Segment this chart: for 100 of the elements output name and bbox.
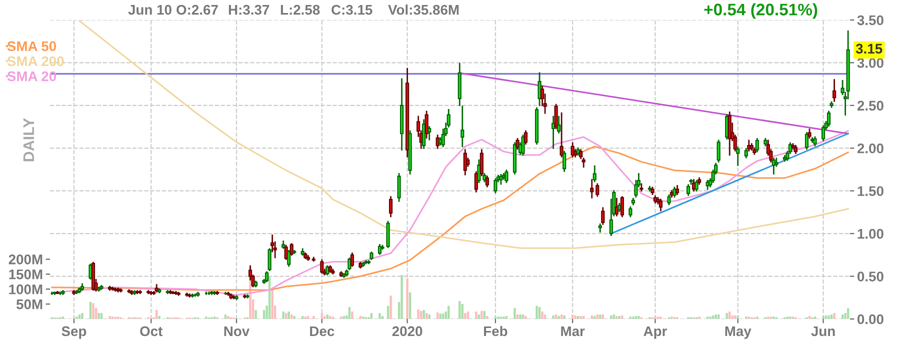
candlestick (672, 186, 676, 198)
candlestick (614, 198, 618, 216)
candlestick (628, 206, 632, 218)
candlestick (494, 178, 498, 194)
candlestick (428, 126, 432, 140)
text: 3.15 (856, 44, 882, 54)
bar (541, 312, 544, 319)
bar (348, 307, 351, 319)
text: DAILY (23, 118, 34, 162)
candlestick (728, 112, 732, 156)
text: +0.54 (20.51%) (704, 3, 818, 19)
legend-label: SMA 200 (7, 56, 64, 66)
candlestick (397, 173, 401, 202)
candlestick (804, 132, 809, 150)
y-tick-label: 2.50 (857, 100, 884, 111)
x-tick-label: Apr (644, 326, 667, 339)
text: L:2.58 (280, 4, 320, 15)
bar (574, 315, 576, 319)
legend-label: SMA 20 (7, 71, 56, 82)
candlestick (480, 149, 484, 176)
candlestick (424, 110, 428, 139)
bar (563, 315, 566, 319)
candlestick (667, 194, 671, 206)
line-series (78, 20, 849, 249)
y-tick-label: 1.50 (858, 186, 884, 196)
text: O:2.67 (176, 4, 218, 15)
candlestick (736, 146, 740, 166)
y2-tick-label: 100M (9, 284, 42, 294)
x-tick-label: May (725, 326, 752, 339)
bar (833, 313, 836, 319)
candlestick (592, 165, 596, 182)
bar (828, 315, 830, 319)
candlestick (463, 149, 467, 176)
bar (480, 310, 483, 319)
candlestick (821, 125, 826, 142)
candlestick (557, 116, 561, 134)
bar (324, 316, 326, 319)
bar (519, 314, 522, 319)
bar (478, 314, 480, 319)
candlestick (538, 72, 542, 106)
x-tick-label: 2020 (392, 326, 422, 336)
candlestick (422, 119, 426, 149)
candlestick (590, 179, 594, 198)
x-tick-label: Feb (484, 326, 508, 336)
candlestick (524, 130, 528, 145)
bar (560, 314, 563, 319)
candlestick (485, 176, 489, 188)
candlestick (747, 140, 751, 152)
bar (475, 312, 478, 319)
x-tick-label: Jun (811, 326, 835, 336)
candlestick (755, 138, 759, 152)
candlestick (477, 159, 481, 184)
y-tick-label: 0.00 (857, 314, 884, 324)
candlestick (601, 207, 605, 225)
text: H:3.37 (228, 4, 270, 15)
bar (351, 312, 354, 319)
bar (616, 316, 618, 319)
y-tick-label: 2.00 (857, 143, 884, 154)
bar (552, 315, 554, 319)
bar (422, 310, 425, 319)
candlestick (554, 104, 558, 130)
bar (736, 316, 739, 319)
candlestick (620, 196, 624, 218)
candlestick (596, 183, 600, 197)
y-tick-label: 3.00 (857, 58, 884, 68)
candlestick (268, 248, 272, 271)
x-tick-label: Sep (62, 326, 86, 339)
bar (81, 313, 84, 319)
bar (329, 316, 332, 319)
bar (282, 312, 284, 319)
bar (390, 296, 392, 319)
bar (108, 316, 111, 319)
candlestick (694, 180, 698, 192)
bar (271, 289, 274, 319)
candlestick (560, 112, 564, 158)
x-tick-label: Oct (140, 326, 163, 336)
y2-tick-label: 150M (9, 269, 42, 280)
bar (610, 315, 612, 319)
y-tick-label: 0.50 (857, 272, 884, 282)
bar (417, 309, 420, 319)
bar (524, 316, 527, 319)
legend-label: SMA 50 (7, 41, 56, 52)
candlestick (350, 252, 354, 267)
bar (89, 302, 92, 319)
candlestick (378, 244, 382, 255)
bar (536, 306, 538, 319)
candlestick (832, 79, 836, 102)
bar (288, 312, 290, 319)
text: Jun 10 (128, 4, 172, 15)
candlestick (562, 150, 566, 172)
bar (822, 316, 824, 319)
bar (406, 278, 408, 319)
bar (514, 308, 516, 319)
candlestick (716, 140, 720, 163)
candlestick (290, 243, 294, 256)
bar (92, 303, 94, 319)
x-tick-label: Nov (224, 326, 250, 336)
bar (464, 313, 466, 319)
y2-tick-label: 200M (8, 254, 42, 264)
bar (714, 314, 717, 319)
